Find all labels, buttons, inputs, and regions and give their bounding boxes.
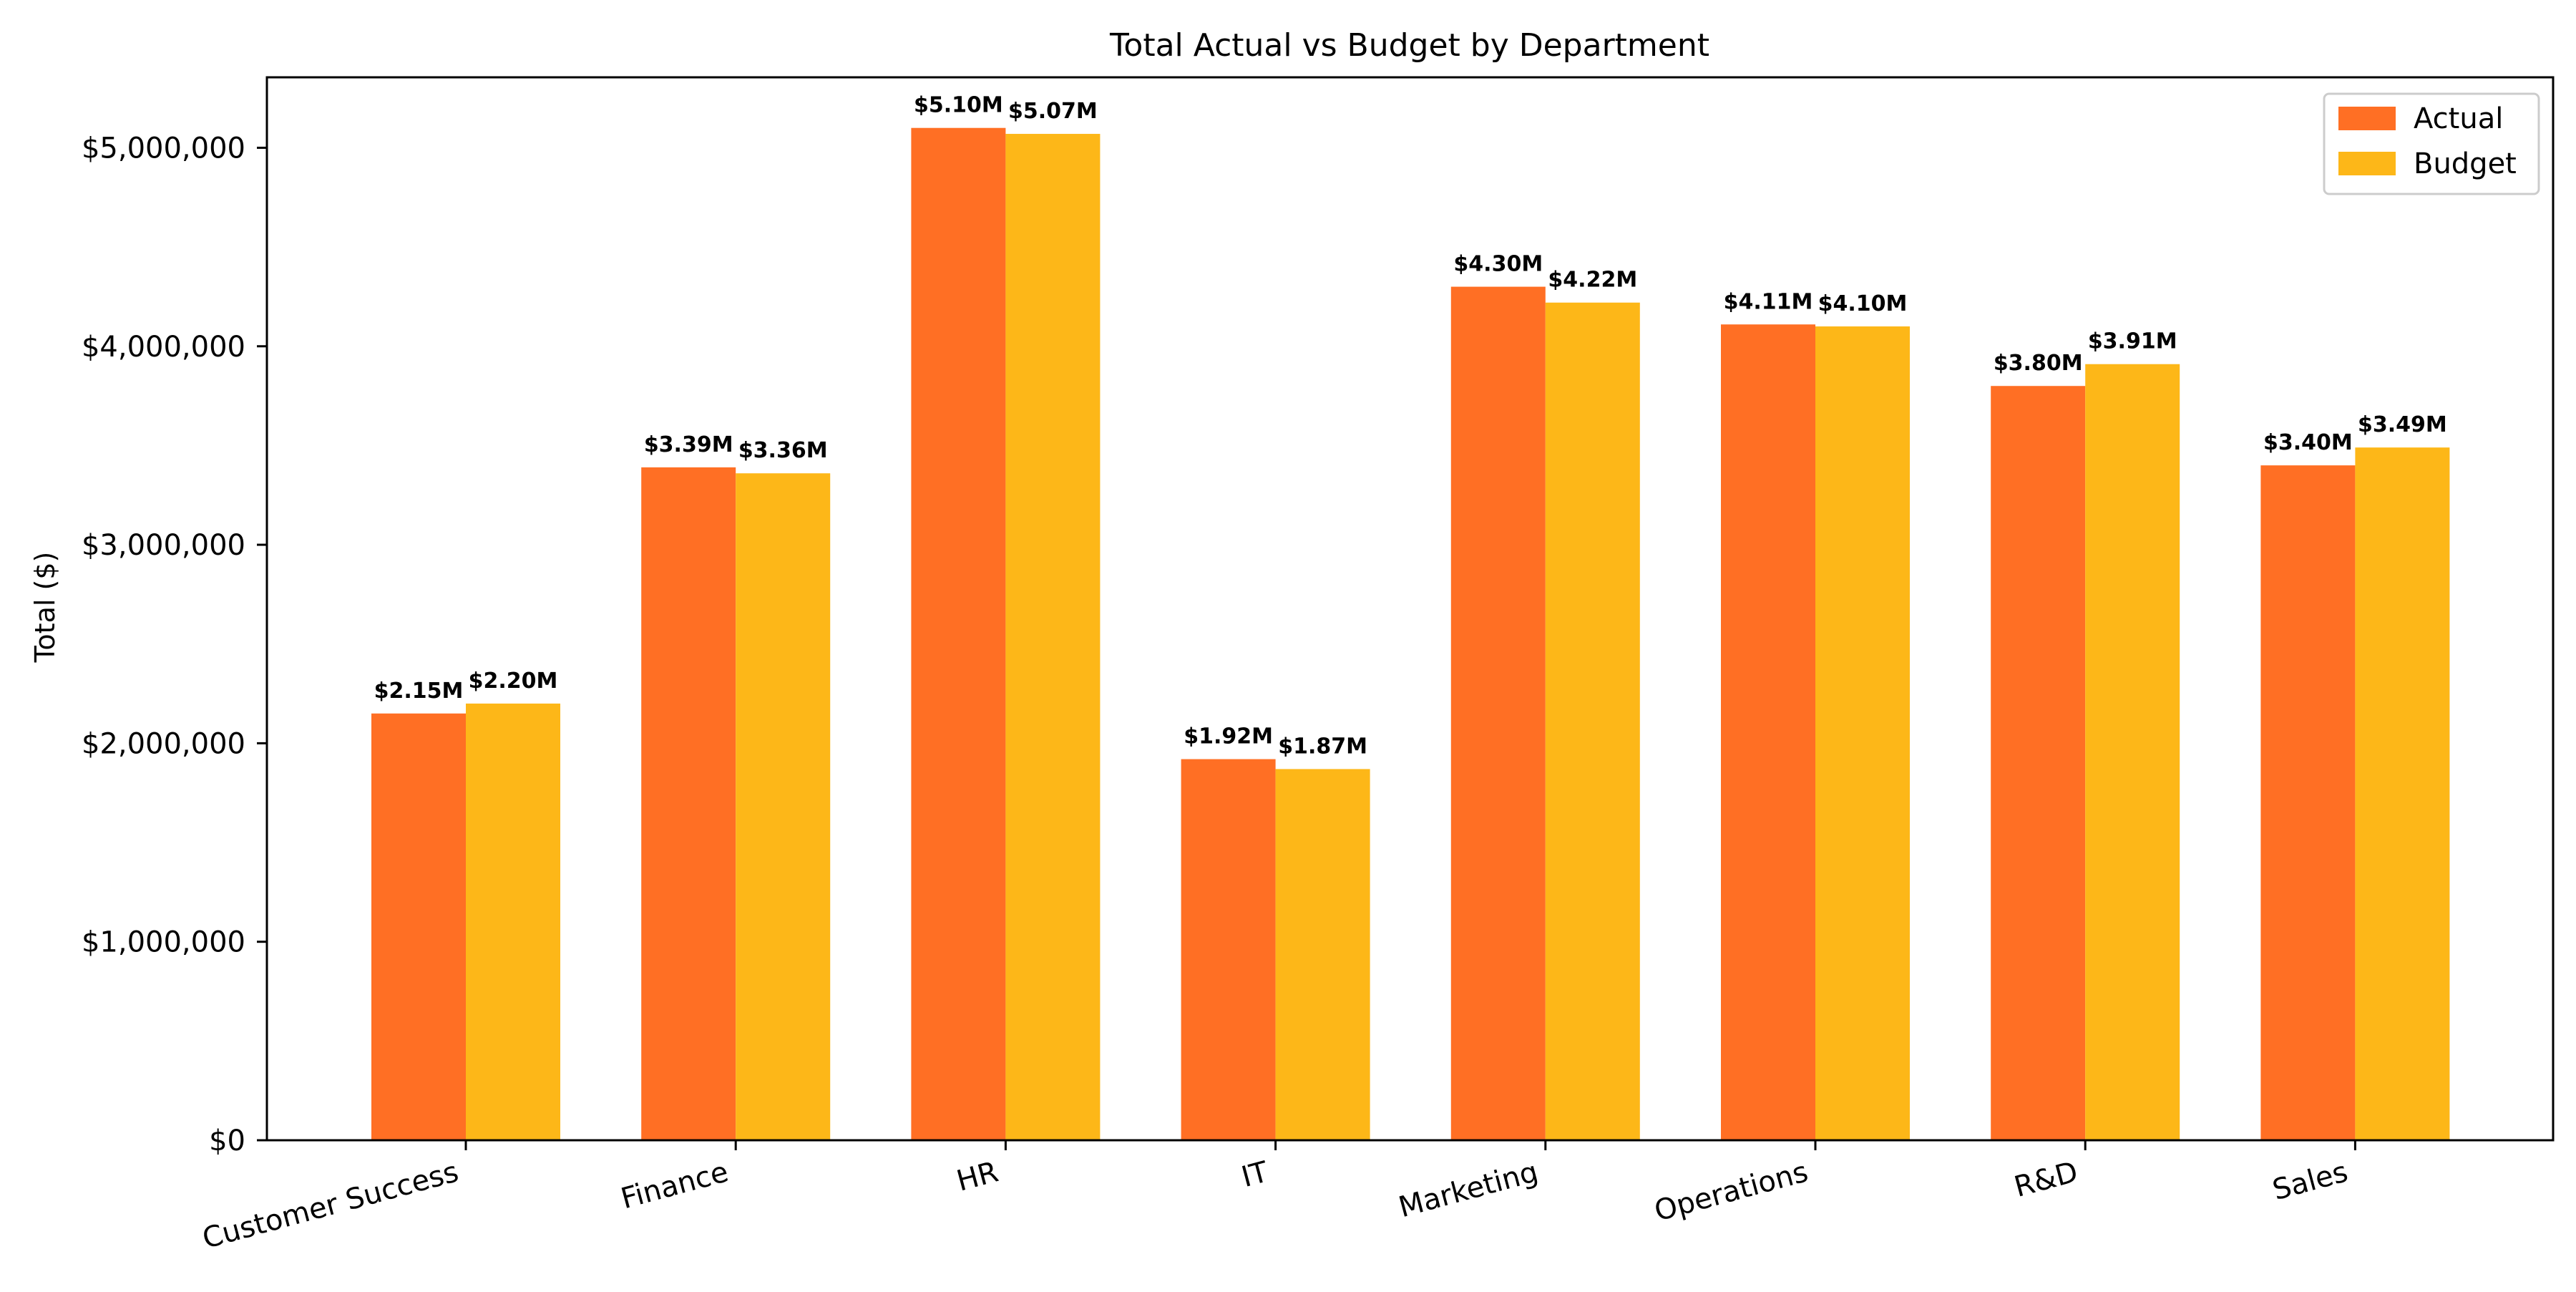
bar-actual-it [1181,759,1276,1140]
x-tick-label-hr: HR [953,1155,1002,1198]
y-tick-label: $5,000,000 [82,132,245,165]
x-tick-label-finance: Finance [618,1155,732,1215]
legend-swatch-actual [2338,107,2396,130]
value-label-actual-sales: $3.40M [2263,430,2353,455]
bar-budget-marketing [1545,302,1640,1140]
value-labels-layer: $2.15M $2.20M $3.39M $3.36M $5.10M $5.07M $1.9… [374,93,2447,759]
bar-budget-it [1275,769,1370,1140]
bar-actual-customer-success [371,713,466,1140]
bar-budget-r-d [2085,364,2180,1140]
plot-area-frame [265,76,2555,1142]
legend-swatch-budget [2338,152,2396,175]
bar-budget-customer-success [466,703,560,1140]
bar-budget-operations [1815,326,1910,1141]
x-axis-ticks: Customer Success Finance HR IT Marketing Oper… [199,1140,2356,1255]
x-tick-label-sales: Sales [2269,1155,2351,1207]
y-tick-label: $3,000,000 [82,529,245,562]
y-tick-label: $0 [209,1125,245,1157]
value-label-budget-finance: $3.36M [738,438,828,463]
value-label-actual-r-d: $3.80M [1994,351,2083,376]
x-tick-label-r-d: R&D [2011,1155,2082,1204]
value-label-actual-finance: $3.39M [644,432,733,457]
bar-budget-sales [2355,447,2450,1140]
bar-budget-hr [1005,134,1101,1141]
bars-layer [371,127,2450,1141]
value-label-budget-sales: $3.49M [2358,412,2447,437]
value-label-actual-customer-success: $2.15M [374,679,464,704]
bar-budget-finance [736,473,831,1140]
value-label-actual-hr: $5.10M [914,93,1003,118]
value-label-budget-customer-success: $2.20M [469,669,558,694]
x-tick-label-operations: Operations [1651,1155,1811,1228]
value-label-actual-it: $1.92M [1184,724,1273,749]
bar-actual-marketing [1450,286,1546,1141]
value-label-budget-operations: $4.10M [1818,291,1908,316]
value-label-budget-marketing: $4.22M [1548,268,1637,293]
legend-label-budget: Budget [2414,147,2517,180]
bar-actual-operations [1721,324,1815,1141]
x-tick-label-marketing: Marketing [1395,1155,1541,1224]
bar-actual-sales [2260,465,2356,1140]
chart-title: Total Actual vs Budget by Department [1109,27,1709,64]
legend-label-actual: Actual [2414,102,2503,135]
bar-actual-hr [911,127,1006,1141]
y-tick-label: $2,000,000 [82,727,245,760]
value-label-budget-hr: $5.07M [1008,99,1098,124]
x-tick-label-customer-success: Customer Success [199,1155,462,1255]
bar-actual-finance [641,467,736,1140]
x-tick-label-it: IT [1238,1155,1272,1194]
value-label-actual-operations: $4.11M [1724,289,1813,314]
y-axis-ticks: $0 $1,000,000 $2,000,000 $3,000,000 $4,000,0… [82,132,267,1157]
value-label-budget-it: $1.87M [1278,734,1367,759]
value-label-budget-r-d: $3.91M [2088,329,2177,354]
y-tick-label: $1,000,000 [82,926,245,959]
y-tick-label: $4,000,000 [82,331,245,364]
bar-actual-r-d [1991,386,2086,1140]
y-axis-label: Total ($) [29,552,61,664]
value-label-actual-marketing: $4.30M [1453,252,1543,277]
legend: Actual Budget [2323,92,2540,195]
